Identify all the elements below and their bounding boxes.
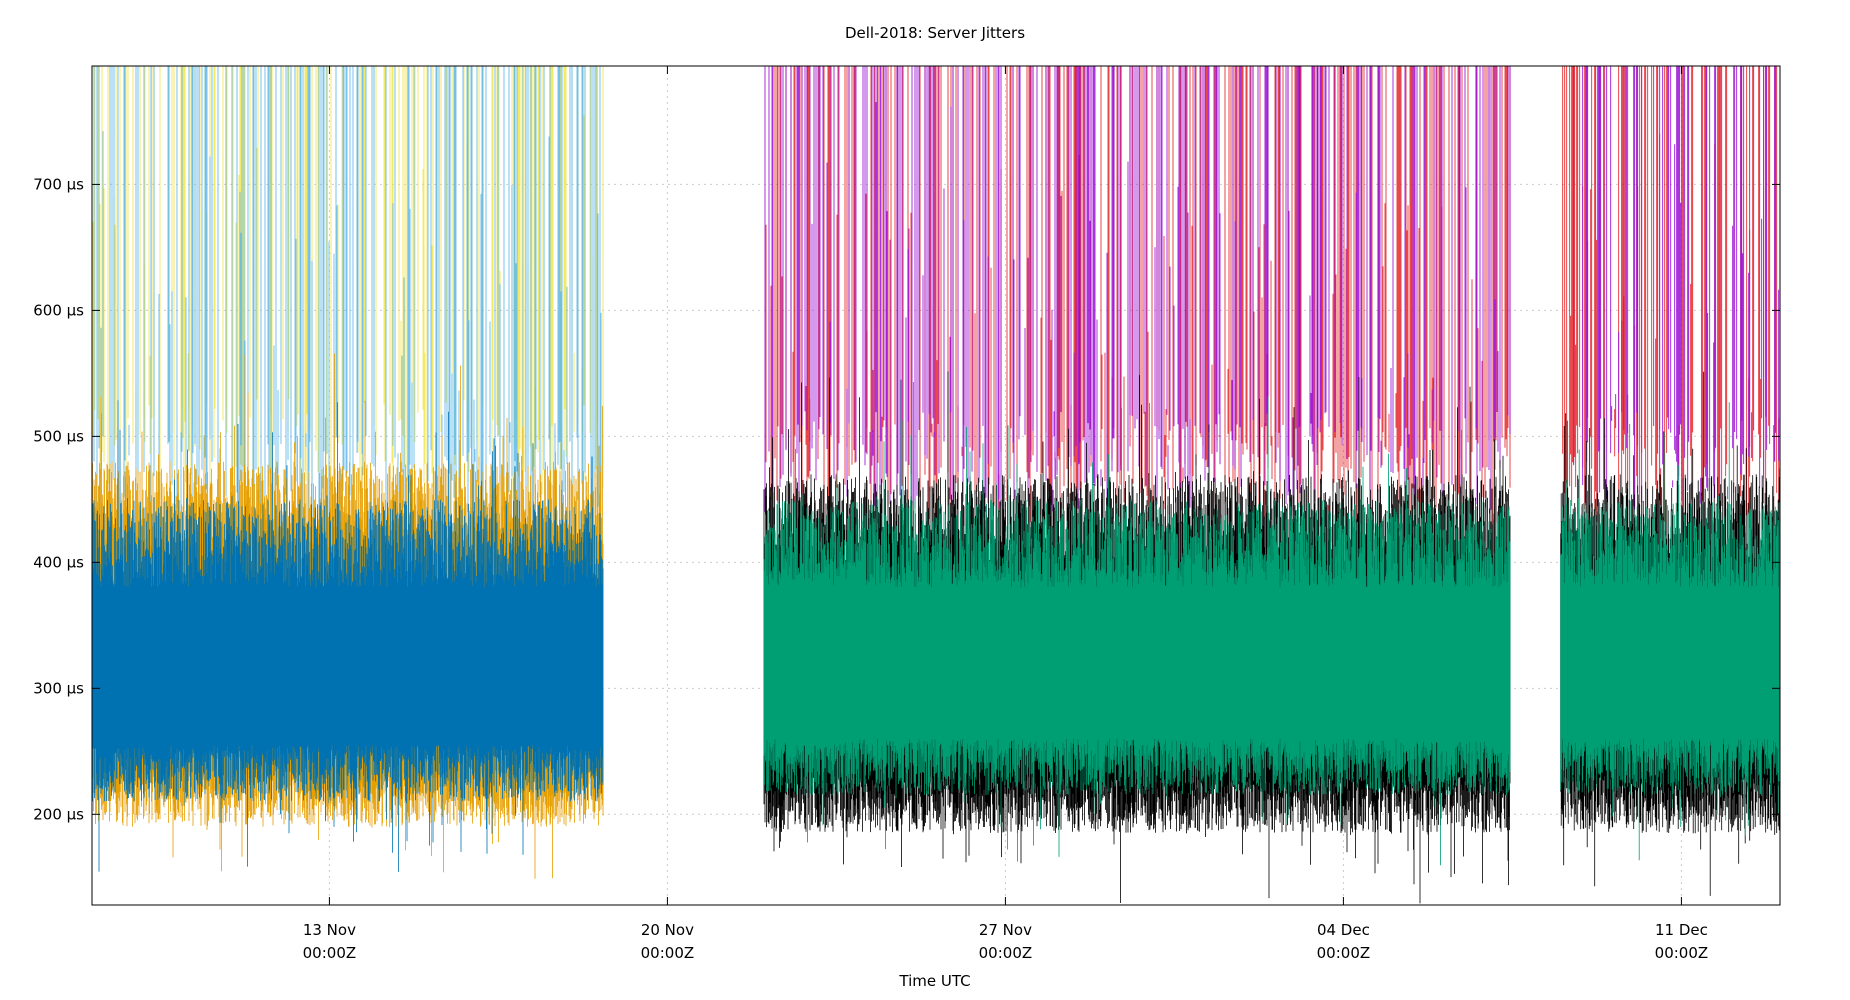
y-tick-label: 200 µs <box>33 805 84 823</box>
plot-border <box>91 65 1781 906</box>
x-tick-label-date: 27 Nov <box>979 921 1032 939</box>
y-tick-label: 600 µs <box>33 301 84 319</box>
chart-title: Dell-2018: Server Jitters <box>845 24 1025 42</box>
y-tick-label: 400 µs <box>33 553 84 571</box>
x-tick-label-time: 00:00Z <box>979 944 1033 962</box>
y-tick-label: 700 µs <box>33 175 84 193</box>
series-7-segment <box>1560 402 1781 861</box>
x-tick-label-date: 20 Nov <box>641 921 694 939</box>
y-tick-label: 500 µs <box>33 427 84 445</box>
x-tick-label-date: 11 Dec <box>1655 921 1708 939</box>
axes: 200 µs 300 µs 400 µs 500 µs 600 µs 700 µs 13 N… <box>33 65 1781 962</box>
series-0-segment <box>92 66 604 500</box>
series-5-segment <box>764 66 1511 512</box>
x-tick-label-date: 04 Dec <box>1317 921 1370 939</box>
x-tick-label-time: 00:00Z <box>1655 944 1709 962</box>
x-tick-label-time: 00:00Z <box>641 944 695 962</box>
plot-series <box>91 66 1781 904</box>
series-4-segment <box>765 66 1511 525</box>
series-7-segment <box>763 379 1511 866</box>
series-5-segment <box>1573 66 1780 510</box>
x-tick-label-time: 00:00Z <box>303 944 357 962</box>
y-tick-label: 300 µs <box>33 679 84 697</box>
x-tick-label-time: 00:00Z <box>1317 944 1371 962</box>
x-tick-label-date: 13 Nov <box>303 921 356 939</box>
x-axis-label: Time UTC <box>898 972 970 990</box>
